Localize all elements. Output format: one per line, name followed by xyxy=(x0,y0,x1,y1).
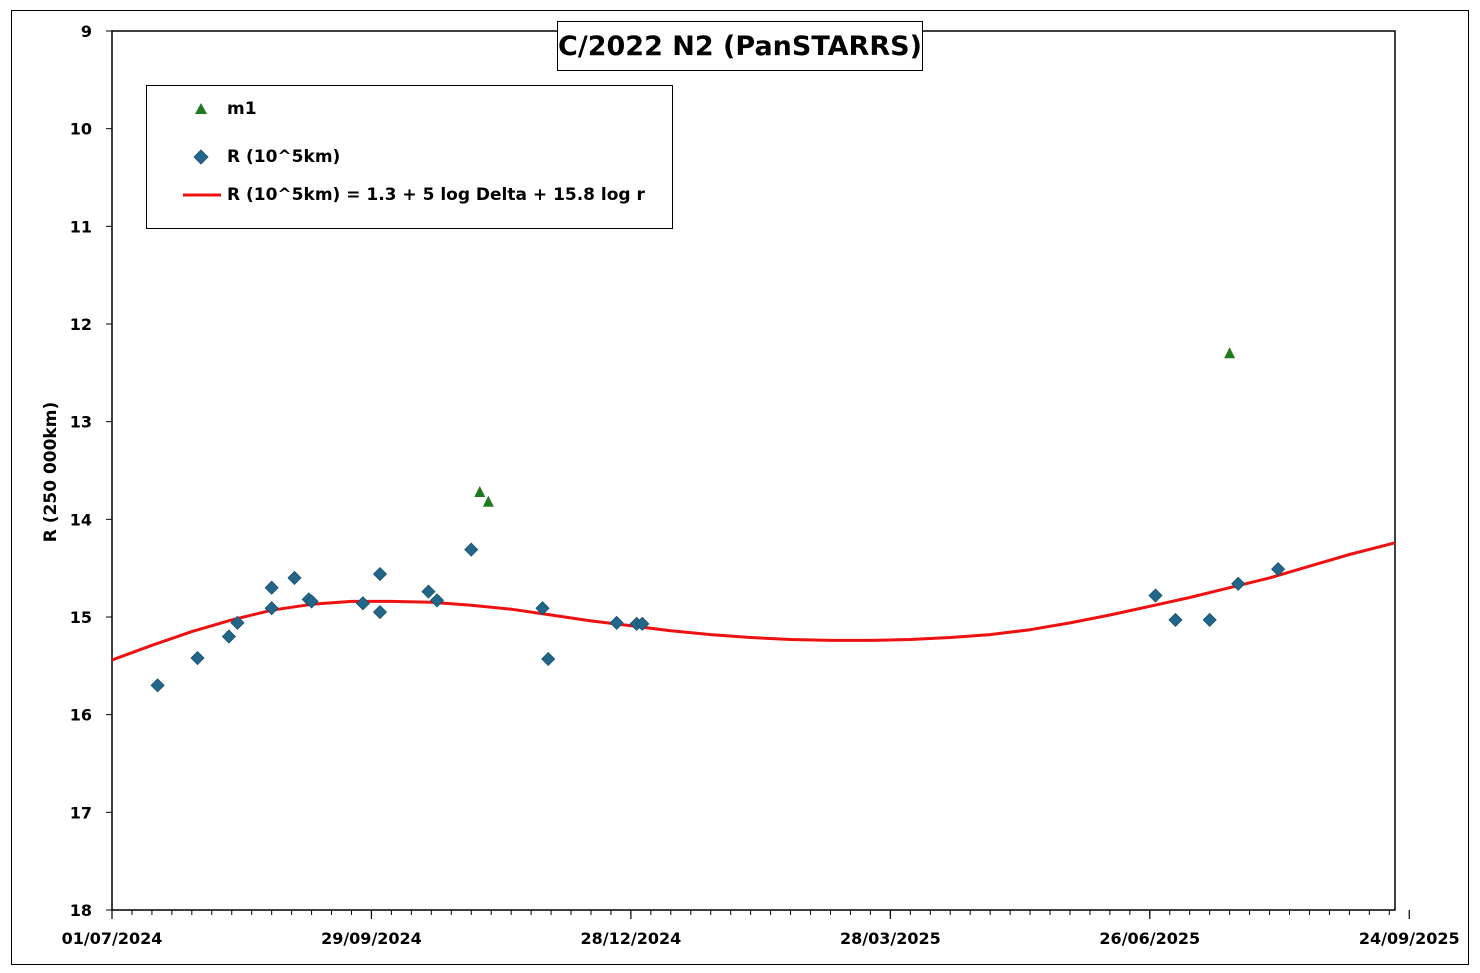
fit-curve-line xyxy=(111,541,1396,662)
r-data-point xyxy=(429,593,445,608)
y-axis-label: R (250 000km) xyxy=(41,401,61,543)
x-tick-label: 28/03/2025 xyxy=(840,929,941,948)
x-tick-label: 29/09/2024 xyxy=(321,929,422,948)
r-data-point xyxy=(1271,562,1286,577)
y-axis: 9 10 11 12 13 14 15 16 17 18 xyxy=(70,22,112,920)
legend-line-swatch xyxy=(147,182,227,208)
y-tick-label: 16 xyxy=(70,706,92,725)
chart-title: C/2022 N2 (PanSTARRS) xyxy=(557,21,923,71)
r-data-point xyxy=(421,584,436,599)
y-tick-label: 15 xyxy=(70,608,92,627)
series-layer xyxy=(111,347,1396,693)
triangle-marker-icon xyxy=(147,96,227,122)
m1-data-point xyxy=(482,495,494,507)
r-data-point xyxy=(230,615,245,630)
y-tick-label: 11 xyxy=(70,217,92,236)
r-data-point xyxy=(372,566,388,582)
legend-item-m1: m1 xyxy=(147,96,257,122)
legend-item-fit: R (10^5km) = 1.3 + 5 log Delta + 15.8 lo… xyxy=(147,182,645,208)
r-data-point xyxy=(372,605,388,620)
y-tick-label: 18 xyxy=(70,901,92,920)
legend-label-r: R (10^5km) xyxy=(227,147,341,167)
x-tick-label: 01/07/2024 xyxy=(62,929,163,948)
r-data-point xyxy=(304,594,319,609)
r-data-point xyxy=(535,601,550,616)
r-data-point xyxy=(464,542,479,557)
legend-label-m1: m1 xyxy=(227,99,257,119)
r-data-point xyxy=(264,580,279,595)
y-tick-label: 14 xyxy=(70,510,92,529)
y-tick-label: 13 xyxy=(70,413,92,432)
r-data-point xyxy=(190,650,205,666)
legend: R (10^5km) = 1.3 + 5 log Delta + 15.8 lo… xyxy=(146,85,673,229)
legend-label-fit: R (10^5km) = 1.3 + 5 log Delta + 15.8 lo… xyxy=(227,185,645,205)
r-data-point xyxy=(287,570,302,585)
x-tick-label: 26/06/2025 xyxy=(1099,929,1200,948)
x-tick-label: 24/09/2025 xyxy=(1359,929,1460,948)
r-data-point xyxy=(1202,612,1217,627)
m1-data-point xyxy=(1224,347,1236,359)
legend-item-r: R (10^5km) xyxy=(147,144,340,170)
r-data-point xyxy=(1148,588,1163,603)
y-tick-label: 9 xyxy=(81,22,92,41)
r-data-point xyxy=(541,651,556,667)
m1-data-point xyxy=(474,485,486,497)
r-data-point xyxy=(1231,576,1246,591)
r-data-point xyxy=(609,615,624,630)
r-data-point xyxy=(1168,612,1183,627)
r-data-point xyxy=(264,601,279,616)
diamond-marker-icon xyxy=(147,144,227,170)
y-tick-label: 17 xyxy=(70,803,92,822)
y-tick-label: 12 xyxy=(70,315,92,334)
r-data-point xyxy=(355,596,370,611)
r-data-point xyxy=(635,616,650,631)
x-axis: 01/07/2024 29/09/2024 28/12/2024 28/03/2025… xyxy=(62,910,1460,948)
r-data-point xyxy=(221,629,236,644)
x-tick-label: 28/12/2024 xyxy=(581,929,682,948)
r-data-point xyxy=(150,678,165,693)
chart-frame xyxy=(11,10,1469,965)
y-tick-label: 10 xyxy=(70,120,92,139)
